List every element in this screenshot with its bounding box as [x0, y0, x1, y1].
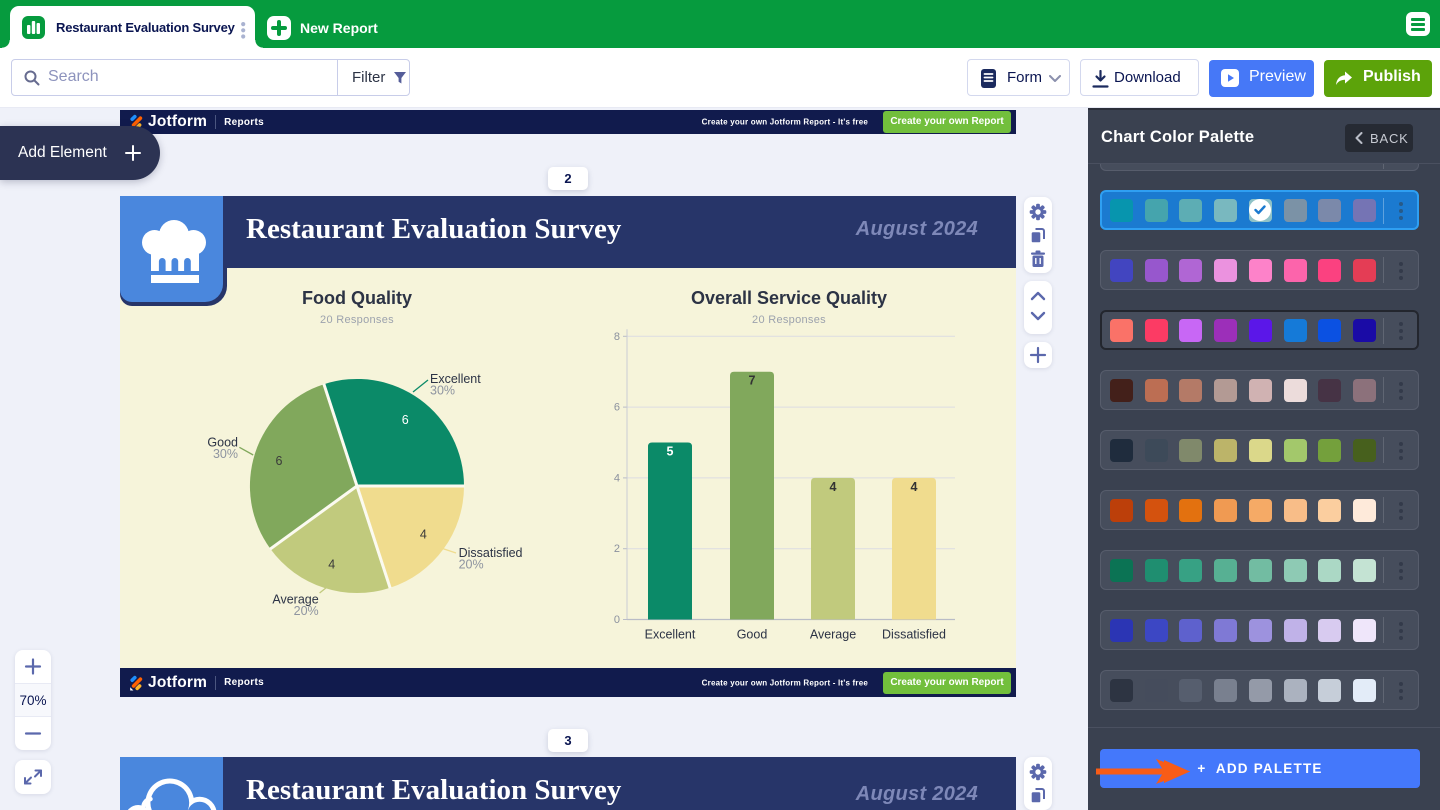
svg-text:6: 6	[614, 402, 620, 414]
svg-text:5: 5	[667, 445, 674, 459]
svg-text:Excellent: Excellent	[645, 628, 696, 642]
svg-text:20%: 20%	[459, 558, 484, 572]
svg-text:20%: 20%	[294, 604, 319, 618]
svg-text:4: 4	[614, 472, 620, 484]
svg-text:4: 4	[328, 558, 335, 572]
svg-text:4: 4	[911, 480, 918, 494]
svg-text:2: 2	[614, 543, 620, 555]
svg-text:6: 6	[276, 454, 283, 468]
svg-text:7: 7	[749, 374, 756, 388]
svg-text:Average: Average	[272, 593, 318, 607]
svg-text:Dissatisfied: Dissatisfied	[882, 628, 946, 642]
svg-text:Good: Good	[737, 628, 768, 642]
svg-text:30%: 30%	[430, 384, 455, 398]
svg-text:30%: 30%	[213, 447, 238, 461]
svg-text:Excellent: Excellent	[430, 372, 481, 386]
svg-text:4: 4	[830, 480, 837, 494]
svg-text:6: 6	[402, 413, 409, 427]
svg-text:Good: Good	[207, 436, 238, 450]
svg-text:0: 0	[614, 614, 620, 626]
svg-text:Dissatisfied: Dissatisfied	[459, 546, 523, 560]
svg-text:8: 8	[614, 331, 620, 343]
svg-text:Average: Average	[810, 628, 856, 642]
svg-text:4: 4	[420, 528, 427, 542]
